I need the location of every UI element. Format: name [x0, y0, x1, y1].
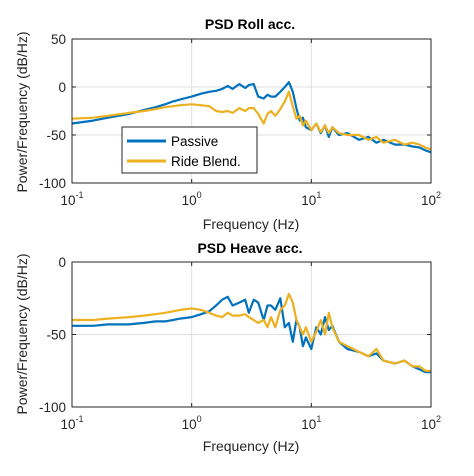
x-ticks: 10-1 100 101 102 — [60, 39, 441, 208]
legend-box — [121, 126, 258, 174]
legend-entry-passive: Passive — [127, 134, 218, 149]
x-tick-label: 101 — [301, 414, 321, 432]
series-line-ride-blend — [71, 90, 432, 151]
x-ticks: 10-1 100 101 102 — [60, 262, 441, 432]
x-tick-label: 102 — [421, 190, 441, 208]
x-tick-label: 10-1 — [60, 190, 83, 208]
grid — [71, 261, 432, 408]
y-tick-label: -50 — [46, 328, 66, 343]
x-tick-label: 10-1 — [60, 414, 83, 432]
x-axis-label: Frequency (Hz) — [203, 216, 299, 232]
y-axis-label: Power/Frequency (dB/Hz) — [14, 31, 30, 192]
y-tick-label: 50 — [51, 32, 66, 47]
x-tick-label: 100 — [182, 414, 202, 432]
y-tick-label: -50 — [46, 128, 66, 143]
x-tick-label: 100 — [182, 190, 202, 208]
y-tick-label: 0 — [58, 80, 66, 95]
y-tick-label: -100 — [39, 400, 66, 415]
x-tick-label: 102 — [421, 414, 441, 432]
axes-box — [71, 261, 432, 408]
chart-title: PSD Roll acc. — [205, 16, 295, 32]
series-line-ride-blend — [72, 292, 431, 372]
y-axis-label: Power/Frequency (dB/Hz) — [14, 253, 30, 414]
chart-roll: PSD Roll acc. 50 0 -50 -100 10-1 100 101 102 F… — [14, 16, 441, 232]
legend-label-passive: Passive — [171, 134, 218, 149]
legend-label-ride-blend: Ride Blend. — [171, 154, 241, 169]
y-tick-label: -100 — [39, 176, 66, 191]
chart-heave: PSD Heave acc. 0 -50 -100 10-1 100 101 102 Fr… — [14, 240, 441, 454]
chart-title: PSD Heave acc. — [197, 240, 302, 256]
series-lines — [71, 81, 432, 154]
series-lines — [72, 292, 431, 374]
y-tick-label: 0 — [58, 255, 66, 270]
legend: Passive Ride Blend. — [121, 126, 258, 174]
legend-entry-ride-blend: Ride Blend. — [127, 154, 241, 169]
x-tick-label: 101 — [301, 190, 321, 208]
x-axis-label: Frequency (Hz) — [203, 438, 299, 454]
axes-box — [71, 38, 432, 184]
